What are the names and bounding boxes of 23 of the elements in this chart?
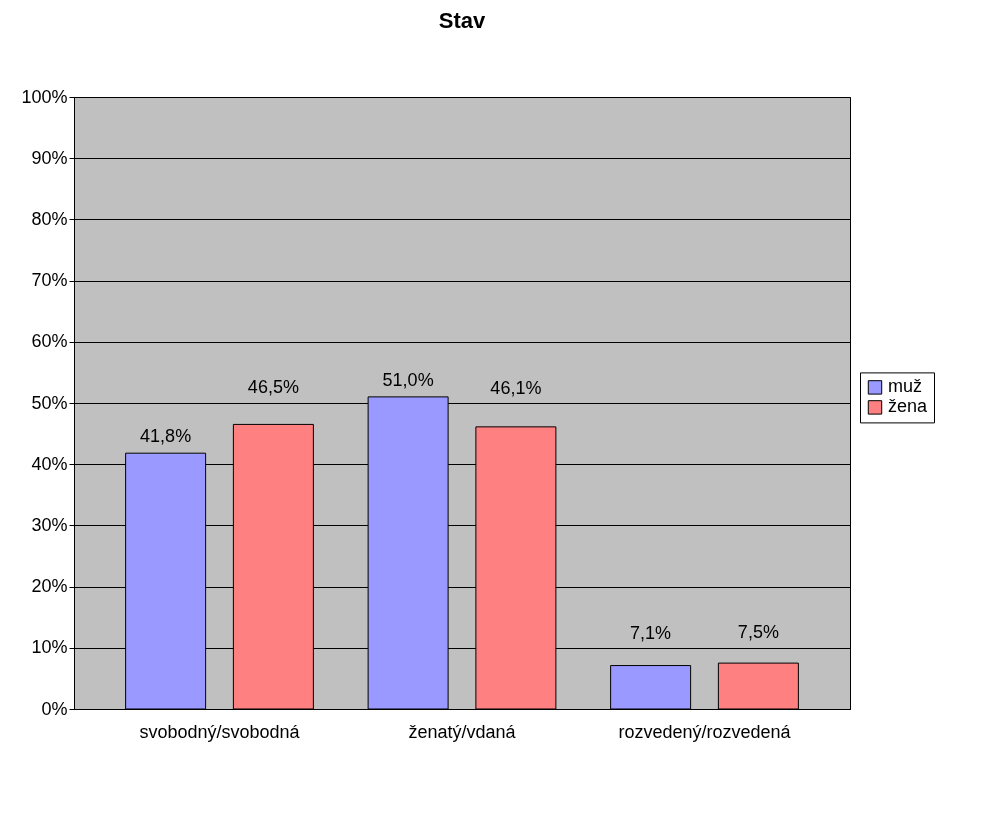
y-tick-label: 100%	[21, 86, 68, 107]
y-tick-label: 90%	[31, 147, 68, 168]
data-label: 51,0%	[382, 369, 434, 390]
data-label: 41,8%	[140, 426, 192, 447]
y-tick-label: 70%	[31, 270, 68, 291]
data-label: 7,1%	[630, 622, 672, 643]
y-tick-label: 40%	[31, 453, 68, 474]
data-label: 46,5%	[247, 377, 299, 398]
chart-title: Stav	[438, 8, 486, 33]
legend-label: žena	[888, 396, 929, 417]
y-tick-label: 80%	[31, 208, 68, 229]
data-label: 7,5%	[737, 622, 779, 643]
y-tick-label: 0%	[41, 698, 68, 719]
y-tick-label: 10%	[31, 637, 68, 658]
y-tick-label: 20%	[31, 576, 68, 597]
y-tick-label: 60%	[31, 331, 68, 352]
x-tick-label: rozvedený/rozvedená	[618, 721, 792, 742]
legend-label: muž	[888, 376, 923, 397]
y-tick-label: 50%	[31, 392, 68, 413]
x-tick-label: ženatý/vdaná	[408, 721, 517, 742]
x-tick-label: svobodný/svobodná	[139, 721, 301, 742]
data-label: 46,1%	[490, 377, 542, 398]
y-tick-label: 30%	[31, 514, 68, 535]
